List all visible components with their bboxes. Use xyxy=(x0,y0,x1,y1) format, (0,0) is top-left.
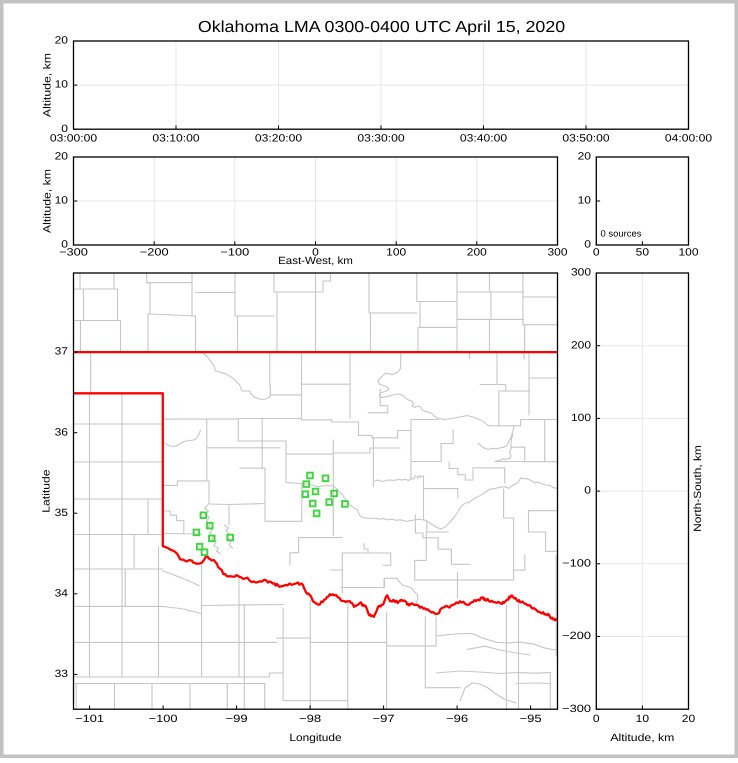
svg-text:200: 200 xyxy=(467,247,487,259)
svg-text:0: 0 xyxy=(593,713,600,725)
svg-text:300: 300 xyxy=(571,267,591,279)
svg-text:−100: −100 xyxy=(220,247,249,259)
svg-text:04:00:00: 04:00:00 xyxy=(665,132,712,144)
svg-text:0 sources: 0 sources xyxy=(601,229,643,239)
svg-text:−98: −98 xyxy=(299,713,321,725)
svg-text:10: 10 xyxy=(578,195,592,207)
svg-text:Longitude: Longitude xyxy=(289,732,341,744)
svg-text:100: 100 xyxy=(571,412,591,424)
svg-text:03:40:00: 03:40:00 xyxy=(460,132,507,144)
svg-text:−96: −96 xyxy=(446,713,468,725)
svg-text:0: 0 xyxy=(584,485,591,497)
svg-text:−100: −100 xyxy=(149,713,178,725)
svg-text:20: 20 xyxy=(55,35,69,47)
svg-text:50: 50 xyxy=(636,247,650,259)
svg-text:−100: −100 xyxy=(562,557,591,569)
svg-text:−95: −95 xyxy=(520,713,542,725)
svg-text:0: 0 xyxy=(584,239,591,251)
svg-text:0: 0 xyxy=(61,239,68,251)
svg-text:−300: −300 xyxy=(59,247,88,259)
svg-text:−97: −97 xyxy=(373,713,395,725)
svg-text:300: 300 xyxy=(548,247,568,259)
svg-text:35: 35 xyxy=(55,507,69,519)
svg-text:37: 37 xyxy=(55,346,69,358)
svg-text:Latitude: Latitude xyxy=(41,469,53,512)
svg-text:03:50:00: 03:50:00 xyxy=(562,132,609,144)
svg-text:Altitude, km: Altitude, km xyxy=(610,732,674,744)
svg-text:−200: −200 xyxy=(562,630,591,642)
svg-text:03:10:00: 03:10:00 xyxy=(152,132,199,144)
svg-text:33: 33 xyxy=(55,668,69,680)
svg-text:10: 10 xyxy=(55,79,69,91)
svg-text:20: 20 xyxy=(682,713,696,725)
svg-text:03:20:00: 03:20:00 xyxy=(255,132,302,144)
svg-text:10: 10 xyxy=(55,195,69,207)
svg-text:−99: −99 xyxy=(226,713,248,725)
svg-text:100: 100 xyxy=(386,247,406,259)
svg-text:34: 34 xyxy=(55,587,69,599)
svg-text:10: 10 xyxy=(636,713,650,725)
svg-text:Oklahoma LMA 0300-0400 UTC Apr: Oklahoma LMA 0300-0400 UTC April 15, 202… xyxy=(198,19,565,36)
svg-text:03:00:00: 03:00:00 xyxy=(50,132,97,144)
svg-text:−200: −200 xyxy=(140,247,169,259)
svg-text:Altitude, km: Altitude, km xyxy=(42,169,54,233)
svg-text:Altitude, km: Altitude, km xyxy=(42,53,54,117)
svg-text:03:30:00: 03:30:00 xyxy=(357,132,404,144)
svg-text:36: 36 xyxy=(55,426,69,438)
svg-text:−101: −101 xyxy=(75,713,104,725)
svg-text:0: 0 xyxy=(593,247,600,259)
svg-text:North-South, km: North-South, km xyxy=(692,445,704,532)
svg-text:200: 200 xyxy=(571,339,591,351)
svg-text:East-West, km: East-West, km xyxy=(278,255,353,267)
svg-text:100: 100 xyxy=(679,247,699,259)
svg-text:0: 0 xyxy=(61,123,68,135)
svg-text:20: 20 xyxy=(578,151,592,163)
svg-text:−300: −300 xyxy=(562,703,591,715)
svg-text:0: 0 xyxy=(312,247,319,259)
svg-text:20: 20 xyxy=(55,151,69,163)
